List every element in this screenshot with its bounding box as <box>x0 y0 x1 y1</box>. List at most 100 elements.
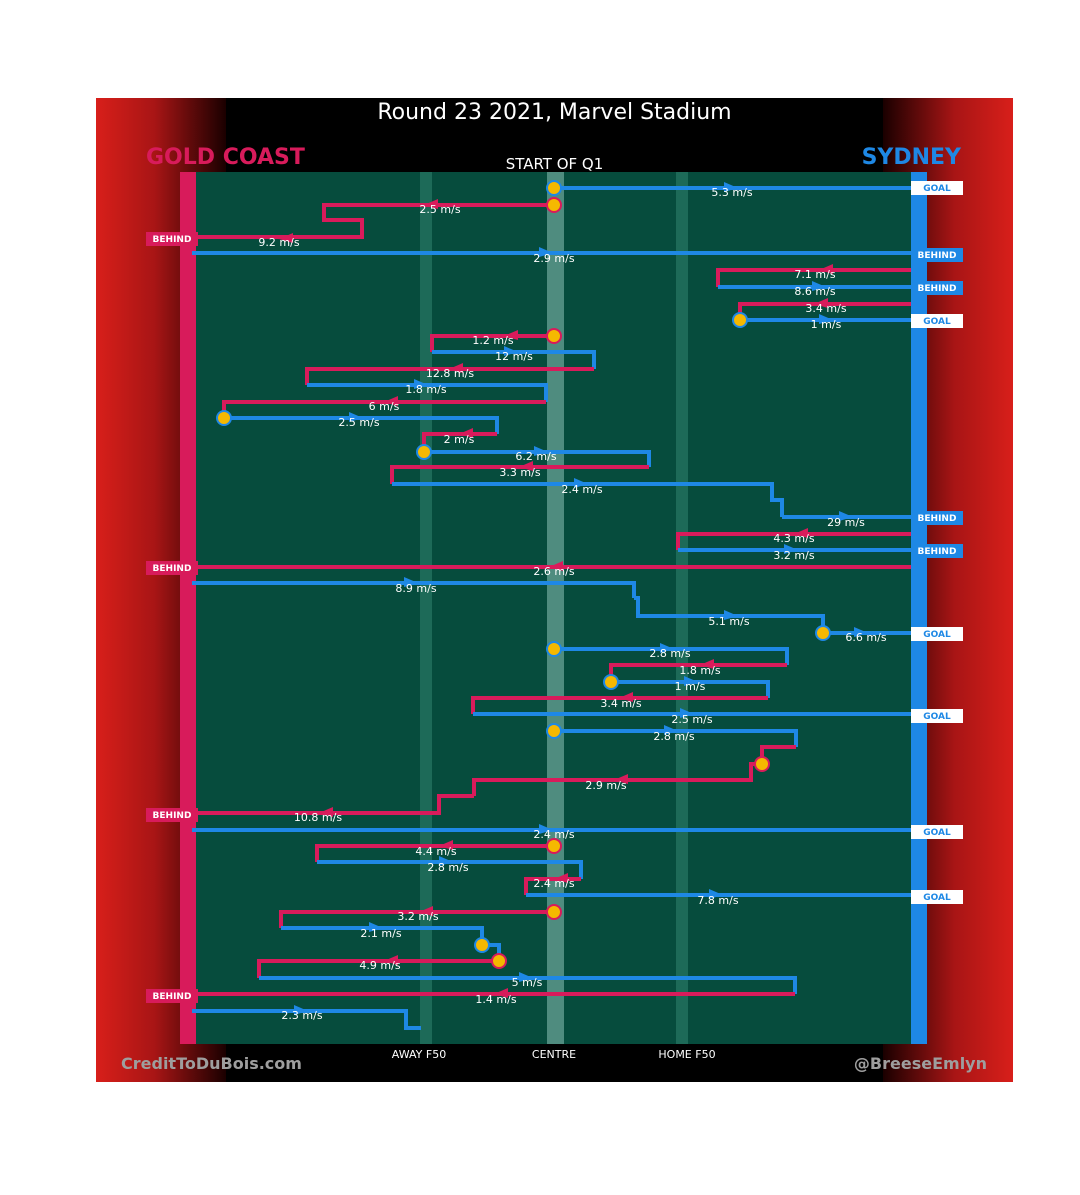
direction-arrow <box>439 840 453 850</box>
direction-arrow <box>384 396 398 406</box>
ball-up-marker <box>546 641 562 657</box>
x-tick-label: CENTRE <box>532 1048 576 1061</box>
direction-arrow <box>459 428 473 438</box>
event-path-36 <box>317 860 583 879</box>
ball-up-marker <box>732 312 748 328</box>
outcome-tag-label: BEHIND <box>918 514 957 524</box>
ball-up-marker <box>491 953 507 969</box>
ball-up-marker <box>546 723 562 739</box>
event-path-5 <box>716 268 911 287</box>
speed-label: 2.6 m/s <box>533 565 574 578</box>
event-path-24 <box>634 596 825 633</box>
direction-arrow <box>709 889 723 899</box>
outcome-tag-label: GOAL <box>923 712 951 722</box>
speed-label: 29 m/s <box>827 516 865 529</box>
outcome-tag-label: BEHIND <box>153 235 192 245</box>
direction-arrow <box>614 774 628 784</box>
direction-arrow <box>424 199 438 209</box>
centre-stripe <box>547 172 564 1044</box>
direction-arrow <box>404 577 418 587</box>
direction-arrow <box>574 478 588 488</box>
event-path-23 <box>192 581 636 598</box>
direction-arrow <box>724 610 738 620</box>
speed-label: 2.9 m/s <box>533 252 574 265</box>
outcome-tag-bg <box>146 808 198 822</box>
speed-label: 4.3 m/s <box>773 532 814 545</box>
event-path-35 <box>315 844 554 862</box>
event-path-28 <box>611 680 770 698</box>
outcome-tag-label: BEHIND <box>153 811 192 821</box>
right-goal-post <box>911 172 927 1044</box>
direction-arrow <box>660 643 674 653</box>
event-path-32 <box>472 745 796 796</box>
speed-label: 3.2 m/s <box>773 549 814 562</box>
outcome-tag-label: GOAL <box>923 828 951 838</box>
direction-arrow <box>349 412 363 422</box>
home-f50-stripe <box>676 172 688 1044</box>
direction-arrow <box>819 314 833 324</box>
event-path-12 <box>307 383 548 402</box>
speed-label: 3.2 m/s <box>397 910 438 923</box>
direction-arrow <box>419 906 433 916</box>
outcome-tag-bg <box>911 511 963 525</box>
direction-arrow <box>680 708 694 718</box>
direction-arrow <box>549 561 563 571</box>
outcome-tag-label: BEHIND <box>153 992 192 1002</box>
outcome-tag-bg <box>146 989 198 1003</box>
speed-label: 2 m/s <box>444 433 475 446</box>
direction-arrow <box>619 692 633 702</box>
direction-arrow <box>784 544 798 554</box>
chart-svg: AWAY F50 CENTRE HOME F50 5.3 m/s 2.5 m/s 9.2 … <box>146 172 963 1061</box>
direction-arrow <box>664 725 678 735</box>
outcome-tag-label: GOAL <box>923 893 951 903</box>
speed-label: 8.6 m/s <box>794 285 835 298</box>
speed-label: 2.3 m/s <box>281 1009 322 1022</box>
outcome-tag-bg <box>911 248 963 262</box>
team-left-name: GOLD COAST <box>146 145 305 170</box>
outcome-tag-bg <box>146 561 198 575</box>
speed-label: 1.2 m/s <box>472 334 513 347</box>
direction-arrow <box>534 446 548 456</box>
direction-arrow <box>519 461 533 471</box>
left-goal-post <box>180 172 196 1044</box>
speed-label: 7.8 m/s <box>697 894 738 907</box>
outcome-tag-bg <box>911 709 963 723</box>
event-path-20 <box>676 532 911 550</box>
outcome-tag-label: BEHIND <box>918 251 957 261</box>
direction-arrow <box>554 873 568 883</box>
chart-title: Round 23 2021, Marvel Stadium <box>377 100 732 125</box>
direction-arrow <box>839 511 853 521</box>
speed-label: 2.5 m/s <box>419 203 460 216</box>
outcome-tag-bg <box>911 890 963 904</box>
direction-arrow <box>494 988 508 998</box>
chart-frame: AWAY F50 CENTRE HOME F50 5.3 m/s 2.5 m/s 9.2 … <box>96 98 1013 1082</box>
direction-arrow <box>449 363 463 373</box>
outcome-tag-label: BEHIND <box>918 547 957 557</box>
event-path-41 <box>257 959 499 978</box>
direction-arrow <box>539 247 553 257</box>
speed-label: 6.6 m/s <box>845 631 886 644</box>
direction-arrow <box>700 659 714 669</box>
speed-label: 9.2 m/s <box>258 236 299 249</box>
speed-label: 1.4 m/s <box>475 993 516 1006</box>
speed-label: 2.1 m/s <box>360 927 401 940</box>
event-path-10 <box>432 350 596 369</box>
direction-arrow <box>854 627 868 637</box>
speed-label: 1 m/s <box>675 680 706 693</box>
ball-up-marker <box>815 625 831 641</box>
x-tick-label: HOME F50 <box>658 1048 715 1061</box>
ball-up-marker <box>546 197 562 213</box>
direction-arrow <box>794 528 808 538</box>
speed-label: 2.4 m/s <box>533 877 574 890</box>
ball-up-marker <box>474 937 490 953</box>
event-path-17 <box>390 465 649 484</box>
speed-label: 3.4 m/s <box>805 302 846 315</box>
event-path-14 <box>224 416 499 434</box>
direction-arrow <box>684 676 698 686</box>
x-tick-label: AWAY F50 <box>392 1048 446 1061</box>
speed-label: 3.4 m/s <box>600 697 641 710</box>
speed-label: 10.8 m/s <box>294 811 342 824</box>
direction-arrow <box>319 807 333 817</box>
event-path-29 <box>471 696 768 714</box>
direction-arrow <box>819 264 833 274</box>
